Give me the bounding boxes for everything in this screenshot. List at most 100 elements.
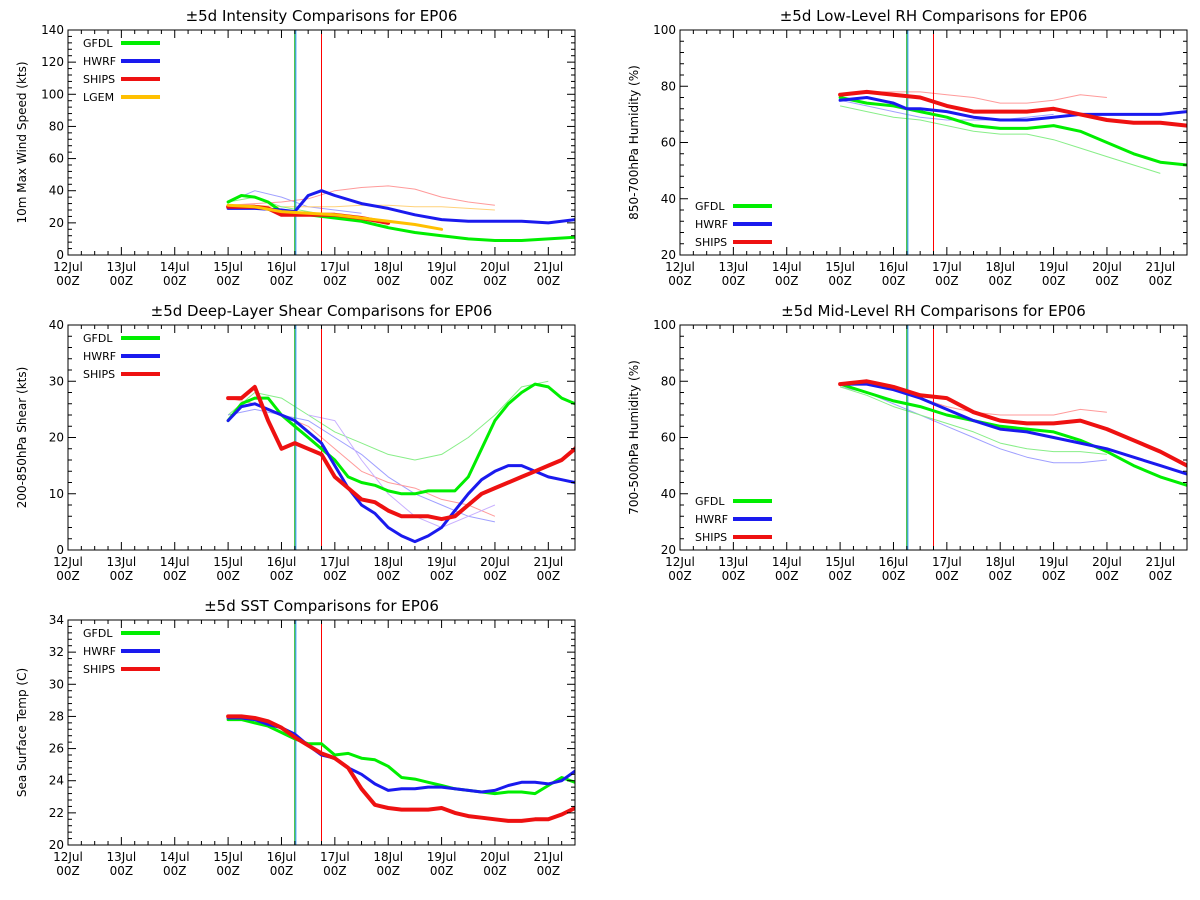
y-tick-label: 100: [653, 23, 676, 37]
y-tick-label: 80: [661, 374, 676, 388]
y-tick-label: 30: [49, 374, 64, 388]
x-tick-label-hour: 00Z: [988, 569, 1012, 583]
x-tick-label-hour: 00Z: [376, 569, 400, 583]
y-tick-label: 40: [49, 318, 64, 332]
x-tick-label-day: 18Jul: [373, 555, 403, 569]
series-line-ships: [226, 714, 575, 823]
x-tick-label-hour: 00Z: [537, 274, 561, 288]
thin-series-line: [227, 408, 496, 523]
y-tick-label: 0: [56, 543, 64, 557]
x-tick-label-day: 18Jul: [985, 555, 1015, 569]
x-tick-label-hour: 00Z: [163, 569, 187, 583]
x-tick-label-hour: 00Z: [483, 569, 507, 583]
legend-label: HWRF: [695, 218, 728, 231]
plot-area: [838, 325, 1187, 550]
x-tick-label-hour: 00Z: [1095, 274, 1119, 288]
series-line-hwrf: [226, 402, 575, 544]
chart-title: ±5d Intensity Comparisons for EP06: [186, 7, 458, 25]
series-line-gfdl: [226, 718, 575, 796]
chart-panel-shear: ±5d Deep-Layer Shear Comparisons for EP0…: [15, 302, 576, 583]
y-tick-label: 10: [49, 487, 64, 501]
x-tick-label-hour: 00Z: [270, 274, 294, 288]
x-tick-label-hour: 00Z: [163, 274, 187, 288]
x-tick-label-hour: 00Z: [323, 864, 347, 878]
legend-label: HWRF: [83, 350, 116, 363]
x-tick-label-day: 16Jul: [267, 260, 297, 274]
x-tick-label-day: 14Jul: [160, 555, 190, 569]
x-tick-label-day: 17Jul: [320, 555, 350, 569]
legend: GFDL HWRF SHIPS: [83, 332, 160, 381]
legend-label: HWRF: [695, 513, 728, 526]
y-tick-label: 100: [653, 318, 676, 332]
legend-label: GFDL: [695, 200, 725, 213]
plot-area: [226, 620, 575, 845]
x-tick-label-hour: 00Z: [216, 274, 240, 288]
y-tick-label: 20: [661, 248, 676, 262]
x-tick-label-day: 14Jul: [160, 850, 190, 864]
x-tick-label-day: 14Jul: [772, 260, 802, 274]
x-tick-label-day: 19Jul: [1039, 260, 1069, 274]
y-tick-label: 20: [49, 431, 64, 445]
x-tick-label-hour: 00Z: [56, 274, 80, 288]
thin-series-line: [308, 414, 496, 528]
x-tick-label-day: 17Jul: [320, 850, 350, 864]
x-tick-label-day: 19Jul: [1039, 555, 1069, 569]
y-tick-label: 0: [56, 248, 64, 262]
chart-panel-lowrh: ±5d Low-Level RH Comparisons for EP06 850…: [627, 7, 1188, 288]
x-tick-label-day: 20Jul: [1092, 260, 1122, 274]
plot-area: [226, 30, 575, 255]
x-tick-label-day: 15Jul: [825, 260, 855, 274]
legend: GFDL HWRF SHIPS LGEM: [83, 37, 160, 104]
thin-series-line: [839, 386, 1107, 455]
thin-series-line: [839, 386, 1107, 464]
x-tick-label-hour: 00Z: [882, 569, 906, 583]
series-line-hwrf: [838, 382, 1187, 476]
x-tick-label-day: 15Jul: [825, 555, 855, 569]
x-tick-label-hour: 00Z: [537, 864, 561, 878]
legend: GFDL HWRF SHIPS: [695, 495, 772, 544]
chart-title: ±5d Deep-Layer Shear Comparisons for EP0…: [151, 302, 493, 320]
x-tick-label-day: 17Jul: [320, 260, 350, 274]
legend-label: SHIPS: [83, 663, 115, 676]
y-tick-label: 60: [661, 136, 676, 150]
x-tick-label-hour: 00Z: [935, 274, 959, 288]
y-tick-label: 100: [41, 87, 64, 101]
y-tick-label: 20: [661, 543, 676, 557]
x-tick-label-day: 16Jul: [267, 850, 297, 864]
x-tick-label-hour: 00Z: [110, 864, 134, 878]
x-tick-label-day: 20Jul: [480, 850, 510, 864]
x-tick-label-day: 13Jul: [718, 555, 748, 569]
x-tick-label-day: 19Jul: [427, 555, 457, 569]
y-tick-label: 40: [661, 487, 676, 501]
x-tick-label-hour: 00Z: [216, 864, 240, 878]
series-line-gfdl: [226, 382, 575, 496]
legend-label: GFDL: [83, 37, 113, 50]
x-tick-label-day: 12Jul: [53, 260, 83, 274]
thin-series-line: [227, 380, 549, 461]
x-tick-label-day: 15Jul: [213, 260, 243, 274]
y-tick-label: 28: [49, 709, 64, 723]
series-line-gfdl: [838, 96, 1187, 167]
x-tick-label-day: 19Jul: [427, 850, 457, 864]
y-tick-label: 60: [49, 152, 64, 166]
x-tick-label-day: 13Jul: [106, 260, 136, 274]
y-axis-label: 700-500hPa Humidity (%): [627, 360, 641, 515]
x-tick-label-day: 12Jul: [665, 555, 695, 569]
x-tick-label-hour: 00Z: [323, 274, 347, 288]
series-line-ships: [838, 89, 1187, 128]
y-tick-label: 34: [49, 613, 64, 627]
x-tick-label-day: 18Jul: [985, 260, 1015, 274]
x-tick-label-hour: 00Z: [483, 864, 507, 878]
x-tick-label-hour: 00Z: [270, 864, 294, 878]
x-tick-label-hour: 00Z: [775, 569, 799, 583]
x-tick-label-day: 21Jul: [533, 850, 563, 864]
x-tick-label-hour: 00Z: [216, 569, 240, 583]
x-tick-label-day: 12Jul: [53, 850, 83, 864]
x-tick-label-day: 13Jul: [106, 850, 136, 864]
chart-panel-midrh: ±5d Mid-Level RH Comparisons for EP06 700…: [627, 302, 1188, 583]
chart-panel-intensity: ±5d Intensity Comparisons for EP06 10m Ma…: [15, 7, 576, 288]
y-axis-label: 10m Max Wind Speed (kts): [15, 61, 29, 223]
x-tick-label-hour: 00Z: [430, 274, 454, 288]
y-axis-label: Sea Surface Temp (C): [15, 668, 29, 797]
